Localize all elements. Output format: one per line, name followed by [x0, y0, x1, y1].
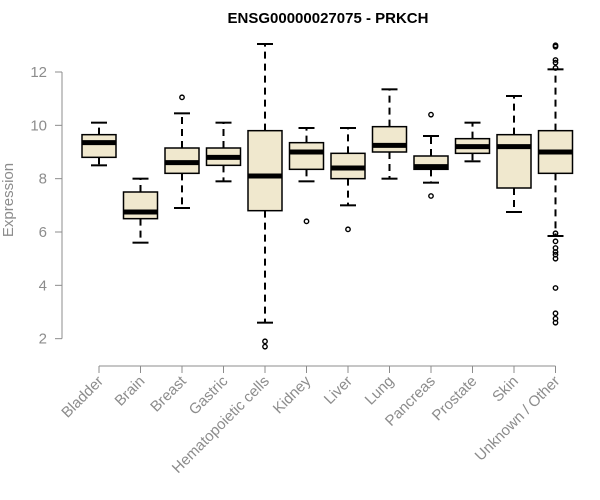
boxes	[81, 42, 574, 350]
iqr-box	[371, 125, 408, 153]
outlier-point	[262, 338, 268, 345]
outlier-point	[552, 319, 559, 326]
outlier-point	[428, 111, 434, 118]
outlier-point	[428, 193, 434, 199]
x-tick-label: Brain	[112, 373, 149, 410]
outlier-point	[552, 57, 559, 63]
box-unknown-other	[537, 42, 574, 326]
outlier-point	[179, 94, 185, 101]
axes: 2 4 6 8 10 12	[30, 64, 556, 373]
box-gastric	[205, 121, 242, 183]
outlier-point	[303, 218, 310, 225]
outlier-point	[552, 65, 559, 71]
box-skin	[496, 95, 532, 213]
iqr-box	[122, 191, 159, 220]
x-tick-label: Liver	[321, 373, 356, 408]
box-bladder	[81, 121, 117, 167]
y-tick-label: 2	[39, 331, 47, 348]
iqr-box	[496, 133, 532, 189]
x-tick-label: Bladder	[58, 373, 107, 422]
y-tick-label: 8	[39, 171, 47, 188]
box-breast	[164, 94, 200, 209]
box-pancreas	[413, 111, 449, 199]
outlier-point	[552, 255, 559, 262]
y-tick-label: 4	[39, 277, 47, 294]
y-tick-label: 6	[39, 224, 47, 241]
box-hematopoietic-cells	[247, 43, 283, 350]
x-tick-label: Breast	[147, 372, 190, 415]
iqr-box	[288, 141, 325, 171]
x-tick-label: Skin	[489, 373, 522, 406]
outlier-point	[345, 226, 351, 233]
y-tick-label: 12	[30, 64, 47, 81]
box-prostate	[454, 121, 491, 163]
x-tick-label: Lung	[362, 373, 398, 409]
outlier-point	[552, 43, 559, 50]
chart-title: ENSG00000027075 - PRKCH	[228, 10, 429, 27]
box-kidney	[288, 127, 325, 225]
outlier-point	[262, 343, 268, 350]
outlier-point	[552, 249, 559, 255]
box-brain	[122, 177, 159, 244]
outlier-point	[552, 310, 559, 317]
x-tick-label: Kidney	[270, 372, 315, 417]
iqr-box	[81, 133, 117, 159]
box-lung	[371, 88, 408, 180]
outlier-point	[552, 230, 559, 237]
outlier-point	[552, 238, 559, 245]
y-axis-label: Expression	[0, 163, 17, 237]
outlier-point	[552, 59, 559, 66]
outlier-point	[552, 285, 559, 291]
x-tick-label: Prostate	[429, 373, 481, 425]
box-liver	[330, 127, 366, 233]
y-tick-label: 10	[30, 117, 47, 134]
iqr-box	[247, 129, 283, 212]
